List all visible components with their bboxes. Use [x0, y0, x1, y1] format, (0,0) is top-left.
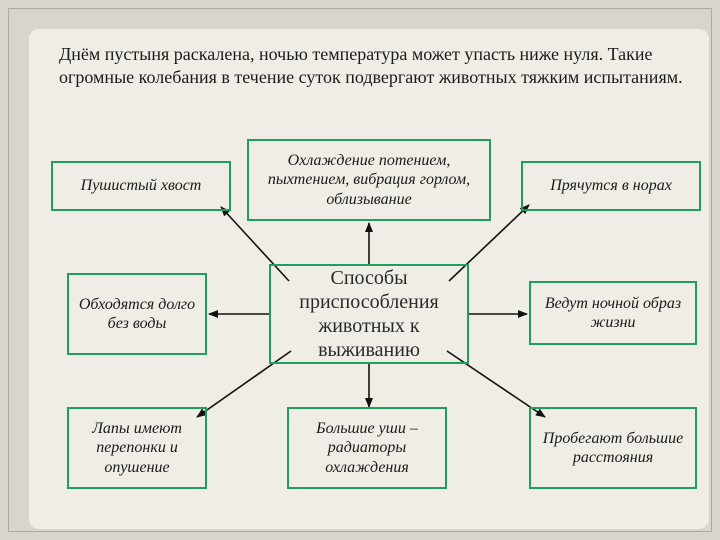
node-fluffy-tail: Пушистый хвост	[51, 161, 231, 211]
node-nocturnal: Ведут ночной образ жизни	[529, 281, 697, 345]
center-node: Способы приспособления животных к выжива…	[269, 264, 469, 364]
node-without-water: Обходятся долго без воды	[67, 273, 207, 355]
node-paws: Лапы имеют перепонки и опушение	[67, 407, 207, 489]
outer-frame: Днём пустыня раскалена, ночью температур…	[8, 8, 712, 532]
node-run-distances: Пробегают большие расстояния	[529, 407, 697, 489]
node-big-ears: Большие уши – радиаторы охлаждения	[287, 407, 447, 489]
node-hide-in-burrows: Прячутся в норах	[521, 161, 701, 211]
node-cooling-methods: Охлаждение потением, пыхтением, вибрация…	[247, 139, 491, 221]
slide-panel: Днём пустыня раскалена, ночью температур…	[29, 29, 709, 529]
intro-text: Днём пустыня раскалена, ночью температур…	[59, 43, 689, 88]
